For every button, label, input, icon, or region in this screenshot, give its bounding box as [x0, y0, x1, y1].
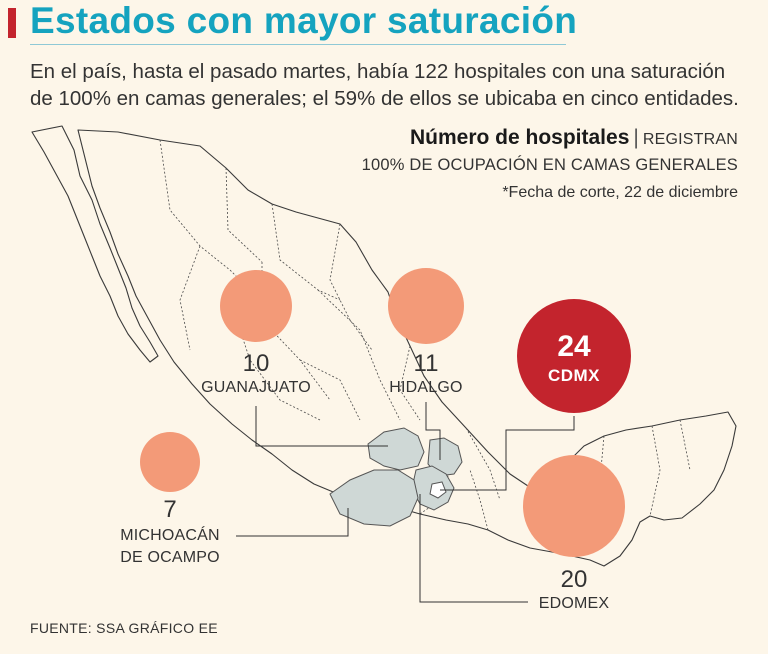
bubble-michoacan — [140, 432, 200, 492]
title-rule — [30, 44, 566, 45]
state-michoacan-shape — [329, 469, 419, 527]
state-cdmx-shape — [429, 481, 447, 499]
subtitle: En el país, hasta el pasado martes, habí… — [30, 60, 739, 110]
edomex-count: 20 — [560, 566, 588, 593]
bubble-cdmx — [517, 299, 631, 413]
legend-registran: REGISTRAN — [642, 131, 738, 148]
legend-heading: Número de hospitales | REGISTRAN — [410, 126, 738, 150]
michoacan-label-line1: MICHOACÁN — [120, 527, 220, 544]
page-title: Estados con mayor saturación — [30, 0, 578, 41]
cdmx-count: 24 — [557, 330, 591, 363]
hidalgo-count: 11 — [413, 350, 439, 377]
leader-lines — [236, 402, 575, 603]
title-accent-bar — [8, 8, 16, 38]
cdmx-label: CDMX — [547, 366, 601, 385]
bubble-hidalgo — [388, 268, 464, 344]
guanajuato-label: GUANAJUATO — [201, 379, 311, 396]
legend-description: 100% DE OCUPACIÓN EN CAMAS GENERALES — [361, 156, 738, 174]
bubble-guanajuato — [220, 270, 292, 342]
legend-separator: | — [633, 126, 639, 149]
michoacan-label-line2: DE OCAMPO — [120, 549, 220, 566]
hidalgo-label: HIDALGO — [389, 379, 463, 396]
state-guanajuato-shape — [367, 427, 425, 471]
bubble-edomex — [523, 455, 625, 557]
legend-date-note: *Fecha de corte, 22 de diciembre — [502, 184, 738, 201]
bubbles — [140, 268, 631, 557]
source-credit: FUENTE: SSA GRÁFICO EE — [30, 620, 218, 636]
state-hidalgo-shape — [427, 437, 463, 477]
highlighted-states — [329, 427, 463, 527]
country-outline — [31, 125, 737, 567]
michoacan-count: 7 — [163, 496, 177, 523]
guanajuato-count: 10 — [242, 350, 270, 377]
legend-bold-label: Número de hospitales — [409, 126, 630, 149]
edomex-label: EDOMEX — [538, 595, 610, 612]
